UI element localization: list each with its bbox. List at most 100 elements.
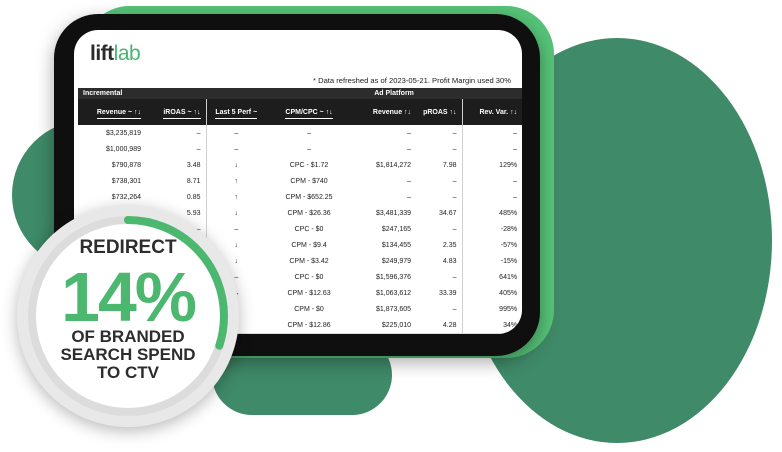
total-proas: 5.55 xyxy=(416,333,463,334)
table-cell: 8.71 xyxy=(186,177,201,185)
table-cell: – xyxy=(407,177,412,185)
table-cell: – xyxy=(307,145,311,153)
table-cell: 4.83 xyxy=(442,257,457,265)
table-cell: 3.48 xyxy=(186,161,201,169)
table-cell: $1,596,376 xyxy=(375,273,412,281)
column-header[interactable]: Last 5 Perf ~ xyxy=(205,99,267,125)
table-cell: 405% xyxy=(461,285,522,301)
table-cell: CPM - $3.42 xyxy=(289,257,329,265)
table-cell: CPM - $12.86 xyxy=(287,321,331,329)
table-cell: – xyxy=(307,129,311,137)
table-cell: CPC - $1.72 xyxy=(289,161,329,169)
badge-caption-line: SEARCH SPEND xyxy=(60,345,196,364)
table-cell: $3,481,339 xyxy=(375,209,412,217)
table-cell: $1,000,989 xyxy=(105,145,141,153)
table-row: – – CPC - $0 $247,165– -28% xyxy=(78,221,522,237)
table-cell: ↑ xyxy=(205,173,267,189)
table-cell: ↑ xyxy=(205,189,267,205)
table-cell: 129% xyxy=(461,157,522,173)
table-row: $3,235,819– – – – – – xyxy=(78,125,522,141)
badge-caption-line: OF BRANDED xyxy=(71,327,185,346)
table-cell: $225,010 xyxy=(381,321,412,329)
table-cell: 485% xyxy=(461,205,522,221)
table-cell xyxy=(462,333,522,334)
table-cell: 641% xyxy=(461,269,522,285)
table-cell: – xyxy=(461,125,522,141)
table-cell: CPC - $0 xyxy=(294,273,324,281)
liftlab-logo: liftlab xyxy=(90,42,141,65)
column-header[interactable]: pROAS ↑↓ xyxy=(416,99,463,125)
table-cell: – xyxy=(407,193,412,201)
table-cell: CPC - $0 xyxy=(294,225,324,233)
table-row: $1,000,989– – – – – – xyxy=(78,141,522,157)
table-cell: – xyxy=(196,145,201,153)
badge-percent: 14% xyxy=(60,258,197,336)
table-cell: 995% xyxy=(461,301,522,317)
badge-headline: REDIRECT xyxy=(79,237,177,258)
column-header[interactable]: Rev. Var. ↑↓ xyxy=(461,99,522,125)
column-header[interactable]: Revenue ↑↓ xyxy=(352,99,417,125)
table-cell: $738,301 xyxy=(111,177,141,185)
badge-caption-line: TO CTV xyxy=(96,363,160,382)
table-cell: – xyxy=(452,193,457,201)
column-header[interactable]: iROAS ~ ↑↓ xyxy=(146,99,206,125)
table-cell: CPM - $652.25 xyxy=(285,193,333,201)
table-cell: $3,235,819 xyxy=(105,129,141,137)
table-cell: – xyxy=(205,141,267,157)
table-cell: – xyxy=(205,125,267,141)
table-cell: – xyxy=(461,189,522,205)
table-cell: – xyxy=(407,145,412,153)
stat-badge: REDIRECT 14% OF BRANDED SEARCH SPEND TO … xyxy=(17,205,239,427)
table-cell: CPM - $12.63 xyxy=(287,289,331,297)
table-cell: -28% xyxy=(461,221,522,237)
table-cell: – xyxy=(196,225,201,233)
table-cell: – xyxy=(452,305,457,313)
progress-ring-arc xyxy=(28,216,228,416)
table-cell: ↓ xyxy=(205,157,267,173)
table-cell: 5.93 xyxy=(186,209,201,217)
table-cell: ↓ xyxy=(205,205,267,221)
table-cell: – xyxy=(407,129,412,137)
table-row: ↓ CPM - $9.4 $134,455 2.35 -57% xyxy=(78,237,522,253)
table-cell: – xyxy=(452,225,457,233)
table-row: $738,301 8.71 ↑ CPM - $740– – – xyxy=(78,173,522,189)
table-cell: 34% xyxy=(461,317,522,333)
badge-caption: OF BRANDED SEARCH SPEND TO CTV xyxy=(17,328,239,382)
table-cell: – xyxy=(205,221,267,237)
column-header[interactable]: CPM/CPC ~ ↑↓ xyxy=(266,99,353,125)
badge-inner-circle xyxy=(32,220,224,412)
table-cell: CPM - $9.4 xyxy=(291,241,327,249)
table-cell: – xyxy=(452,273,457,281)
table-cell xyxy=(266,333,353,334)
table-cell: $247,165 xyxy=(381,225,412,233)
column-header[interactable]: Revenue ~ ↑↓ xyxy=(78,99,146,125)
table-cell: $790,878 xyxy=(111,161,141,169)
table-cell: – xyxy=(452,177,457,185)
table-cell: 2.35 xyxy=(442,241,457,249)
table-cell: $249,979 xyxy=(381,257,412,265)
refresh-note: * Data refreshed as of 2023-05-21. Profi… xyxy=(313,76,511,85)
table-cell: – xyxy=(461,173,522,189)
table-cell: – xyxy=(196,129,201,137)
group-header-ad-platform: Ad Platform xyxy=(266,88,522,99)
table-cell: CPM - $740 xyxy=(290,177,328,185)
tablet-screen: liftlab * Data refreshed as of 2023-05-2… xyxy=(74,30,522,334)
table-row: 5.93 ↓ CPM - $26.36 $3,481,339 34.67 485% xyxy=(78,205,522,221)
table-row: $790,878 3.48 ↓ CPC - $1.72 $1,814,272 7.98 12… xyxy=(78,157,522,173)
table-cell: $134,455 xyxy=(381,241,412,249)
table-cell: – xyxy=(452,129,457,137)
table-cell: – xyxy=(461,141,522,157)
table-cell: 33.39 xyxy=(439,289,457,297)
total-revenue: $8,841,251 xyxy=(352,333,417,334)
table-cell: 4.28 xyxy=(442,321,457,329)
table-row: $732,264 0.85 ↑ CPM - $652.25– – – xyxy=(78,189,522,205)
table-cell: $1,814,272 xyxy=(375,161,412,169)
table-cell: $732,264 xyxy=(111,193,141,201)
table-cell: 34.67 xyxy=(439,209,457,217)
table-cell: -57% xyxy=(461,237,522,253)
table-cell: CPM - $0 xyxy=(294,305,324,313)
table-cell: – xyxy=(452,145,457,153)
progress-ring xyxy=(28,216,228,416)
table-cell: 0.85 xyxy=(186,193,201,201)
table-cell: $1,063,612 xyxy=(375,289,412,297)
